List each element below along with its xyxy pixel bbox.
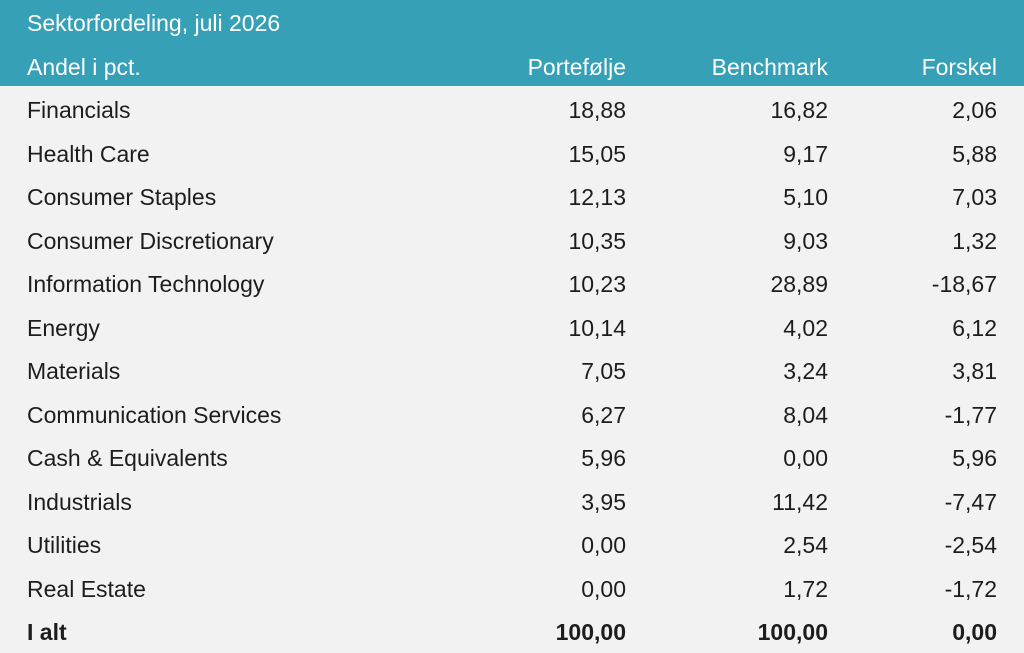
difference-value: 7,03 (952, 184, 997, 210)
benchmark-value: 3,24 (783, 358, 828, 384)
portfolio-value: 12,13 (568, 184, 626, 210)
benchmark-value: 8,04 (783, 401, 828, 428)
table-header: Sektorfordeling, juli 2026 Andel i pct. … (0, 0, 1024, 86)
sector-name: Consumer Staples (27, 184, 217, 210)
table-title: Sektorfordeling, juli 2026 (27, 10, 281, 36)
benchmark-value: 1,72 (783, 575, 828, 602)
total-benchmark-value: 100,00 (757, 619, 828, 645)
table-row: Real Estate 0,00 1,72 -1,72 (0, 565, 1024, 609)
benchmark-value: 16,82 (770, 97, 828, 123)
total-label: I alt (27, 619, 67, 645)
column-header-row: Andel i pct. Portefølje Benchmark Forske… (0, 52, 1024, 82)
difference-value: 5,88 (952, 140, 997, 167)
difference-value: -2,54 (944, 532, 997, 558)
portfolio-value: 5,96 (581, 445, 626, 471)
table-row: Industrials 3,95 11,42 -7,47 (0, 478, 1024, 522)
benchmark-value: 5,10 (783, 184, 828, 210)
sector-name: Utilities (27, 532, 102, 558)
sector-name: Cash & Equivalents (27, 445, 228, 471)
portfolio-value: 0,00 (581, 575, 626, 602)
portfolio-value: 3,95 (581, 488, 626, 515)
benchmark-value: 2,54 (783, 532, 828, 558)
column-header-portfolio: Portefølje (527, 54, 626, 80)
table-row: Information Technology 10,23 28,89 -18,6… (0, 260, 1024, 304)
column-header-benchmark: Benchmark (711, 54, 828, 80)
benchmark-value: 4,02 (783, 314, 828, 341)
difference-value: -7,47 (944, 488, 997, 515)
difference-value: 6,12 (952, 314, 997, 341)
column-header-difference: Forskel (921, 54, 997, 80)
sector-name: Information Technology (27, 271, 265, 297)
sector-name: Industrials (27, 488, 132, 515)
portfolio-value: 10,14 (568, 314, 626, 341)
sector-name: Materials (27, 358, 121, 384)
total-difference-value: 0,00 (952, 619, 997, 645)
portfolio-value: 18,88 (568, 97, 626, 123)
portfolio-value: 10,35 (568, 227, 626, 254)
table-row: Health Care 15,05 9,17 5,88 (0, 130, 1024, 174)
total-portfolio-value: 100,00 (555, 619, 626, 645)
portfolio-value: 15,05 (568, 140, 626, 167)
table-row: Materials 7,05 3,24 3,81 (0, 347, 1024, 391)
table-row: Consumer Staples 12,13 5,10 7,03 (0, 173, 1024, 217)
difference-value: 1,32 (952, 227, 997, 254)
total-row: I alt 100,00 100,00 0,00 (0, 608, 1024, 652)
difference-value: -1,77 (944, 401, 997, 428)
table-row: Financials 18,88 16,82 2,06 (0, 86, 1024, 130)
sector-name: Consumer Discretionary (27, 227, 274, 254)
portfolio-value: 6,27 (581, 401, 626, 428)
table-row: Cash & Equivalents 5,96 0,00 5,96 (0, 434, 1024, 478)
table-row: Energy 10,14 4,02 6,12 (0, 304, 1024, 348)
difference-value: 5,96 (952, 445, 997, 471)
difference-value: 2,06 (952, 97, 997, 123)
benchmark-value: 28,89 (770, 271, 828, 297)
difference-value: 3,81 (952, 358, 997, 384)
sector-name: Energy (27, 314, 100, 341)
column-header-label: Andel i pct. (27, 54, 141, 80)
difference-value: -18,67 (931, 271, 997, 297)
table-row: Utilities 0,00 2,54 -2,54 (0, 521, 1024, 565)
sector-name: Financials (27, 97, 131, 123)
sector-name: Communication Services (27, 401, 282, 428)
portfolio-value: 7,05 (581, 358, 626, 384)
benchmark-value: 9,03 (783, 227, 828, 254)
benchmark-value: 0,00 (783, 445, 828, 471)
table-body: Financials 18,88 16,82 2,06 Health Care … (0, 86, 1024, 652)
table-row: Consumer Discretionary 10,35 9,03 1,32 (0, 217, 1024, 261)
portfolio-value: 10,23 (568, 271, 626, 297)
sector-name: Health Care (27, 140, 150, 167)
portfolio-value: 0,00 (581, 532, 626, 558)
difference-value: -1,72 (944, 575, 997, 602)
table-row: Communication Services 6,27 8,04 -1,77 (0, 391, 1024, 435)
benchmark-value: 11,42 (772, 488, 828, 515)
sector-name: Real Estate (27, 575, 146, 602)
benchmark-value: 9,17 (783, 140, 828, 167)
